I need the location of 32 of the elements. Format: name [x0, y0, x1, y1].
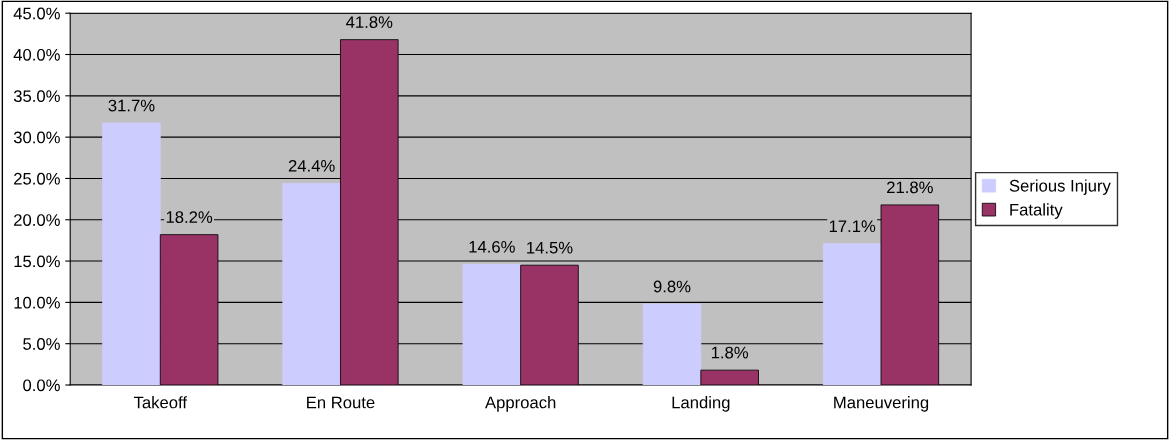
data-label: 41.8%: [346, 16, 393, 29]
data-label: 31.7%: [108, 99, 155, 112]
y-tick-label: 5.0%: [23, 338, 60, 350]
legend-label: Serious Injury: [1009, 179, 1111, 195]
legend-label: Fatality: [1010, 203, 1063, 219]
y-tick-label: 0.0%: [23, 379, 60, 392]
bar: [102, 122, 161, 385]
y-tick-label: 45.0%: [13, 7, 60, 20]
x-tick-label: En Route: [307, 396, 375, 409]
x-tick-label: Takeoff: [133, 396, 188, 409]
data-label: 17.1%: [829, 220, 876, 233]
data-label: 1.8%: [711, 346, 749, 359]
y-tick-label: 35.0%: [13, 90, 60, 103]
data-label: 21.8%: [887, 181, 933, 194]
x-tick-label: Landing: [672, 396, 730, 412]
data-label: 14.6%: [469, 240, 515, 253]
y-tick-label: 30.0%: [13, 131, 60, 144]
y-tick-label: 20.0%: [14, 214, 60, 226]
bar: [282, 182, 341, 385]
data-label: 14.5%: [527, 241, 573, 254]
bar: [822, 243, 882, 385]
y-tick-label: 10.0%: [14, 296, 60, 309]
y-tick-label: 40.0%: [13, 48, 60, 61]
y-tick-label: 25.0%: [14, 172, 60, 185]
y-tick-label: 15.0%: [14, 255, 60, 268]
data-label: 18.2%: [166, 211, 213, 223]
data-label: 9.8%: [653, 280, 691, 293]
bar: [462, 263, 522, 385]
x-tick-label: Maneuvering: [834, 396, 929, 412]
data-label: 24.4%: [288, 159, 335, 172]
x-tick-label: Approach: [485, 396, 556, 412]
bar: [642, 303, 702, 385]
